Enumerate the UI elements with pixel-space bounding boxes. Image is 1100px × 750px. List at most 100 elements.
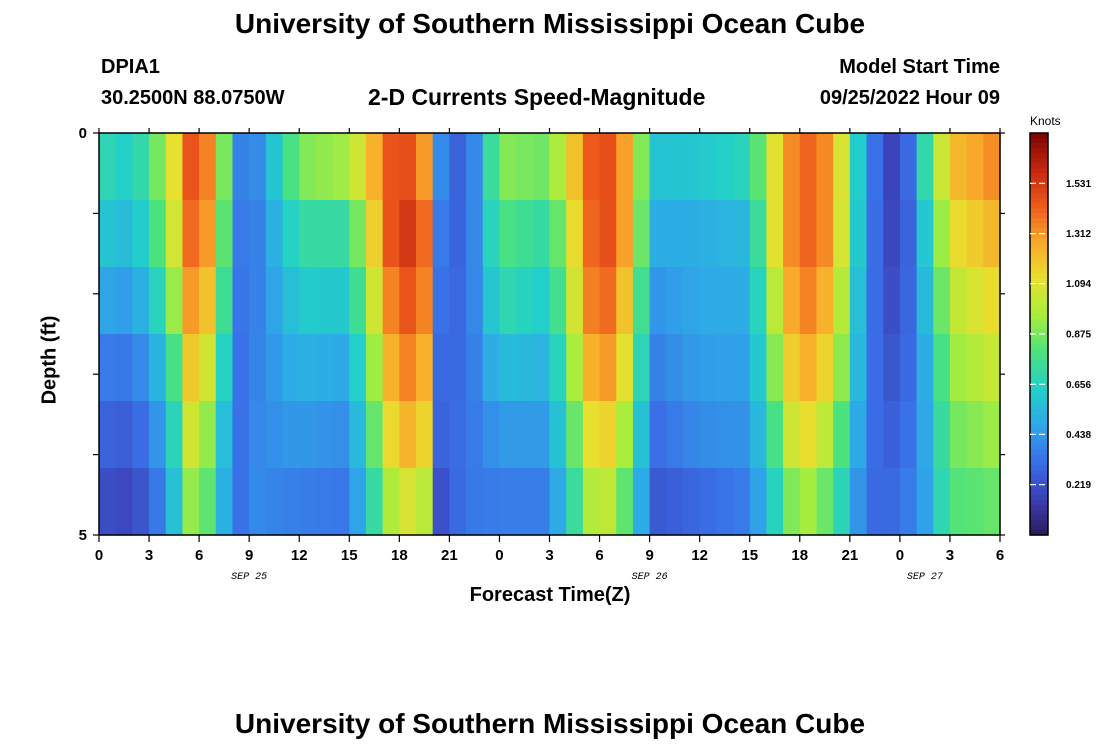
heatmap-cell: [165, 200, 184, 268]
heatmap-cell: [115, 267, 133, 335]
heatmap-cell: [165, 133, 184, 201]
heatmap-cell: [365, 468, 384, 536]
heatmap-cell: [449, 200, 467, 268]
heatmap-cell: [766, 401, 784, 469]
heatmap-cell: [749, 133, 768, 201]
x-tick-label: 15: [341, 547, 358, 564]
heatmap-cell: [599, 334, 617, 402]
heatmap-cell: [983, 334, 1001, 402]
heatmap-cell: [315, 468, 334, 536]
heatmap-cell: [549, 267, 567, 335]
heatmap-cell: [682, 133, 701, 201]
heatmap-cell: [432, 133, 450, 201]
colorbar-segment: [1030, 424, 1048, 431]
heatmap-cell: [849, 133, 868, 201]
heatmap-cell: [949, 267, 968, 335]
heatmap-cell: [232, 334, 250, 402]
heatmap-cell: [749, 334, 768, 402]
heatmap-cell: [682, 267, 701, 335]
colorbar-segment: [1030, 419, 1048, 426]
colorbar-segment: [1030, 524, 1048, 531]
heatmap-cell: [883, 133, 901, 201]
heatmap-cell: [299, 401, 317, 469]
heatmap-cell: [532, 267, 551, 335]
heatmap-cell: [799, 267, 818, 335]
colorbar-segment: [1030, 509, 1048, 516]
heatmap-cell: [466, 200, 484, 268]
heatmap-cell: [115, 133, 133, 201]
heatmap-cell: [365, 334, 384, 402]
colorbar-segment: [1030, 248, 1048, 255]
heatmap-cell: [866, 334, 884, 402]
colorbar-segment: [1030, 198, 1048, 204]
heatmap-cell: [199, 334, 217, 402]
heatmap-cell: [983, 133, 1001, 201]
heatmap-cell: [416, 401, 434, 469]
colorbar-segment: [1030, 293, 1048, 300]
heatmap-cell: [482, 468, 501, 536]
heatmap-cell: [733, 468, 751, 536]
heatmap-cell: [649, 468, 667, 536]
colorbar-segment: [1030, 474, 1048, 481]
heatmap-cell: [733, 401, 751, 469]
colorbar-segment: [1030, 454, 1048, 461]
heatmap-cell: [549, 468, 567, 536]
heatmap-cell: [299, 334, 317, 402]
heatmap-cell: [699, 267, 717, 335]
colorbar-segment: [1030, 359, 1048, 365]
heatmap-cell: [349, 334, 367, 402]
heatmap-cell: [899, 200, 918, 268]
colorbar-segment: [1030, 158, 1048, 164]
page-title: University of Southern Mississippi Ocean…: [234, 8, 866, 39]
heatmap-cell: [365, 200, 384, 268]
heatmap-cell: [149, 133, 167, 201]
heatmap-cell: [482, 401, 501, 469]
heatmap-cell: [866, 133, 884, 201]
heatmap-cell: [182, 133, 200, 201]
heatmap-cell: [733, 133, 751, 201]
heatmap-cell: [833, 200, 851, 268]
heatmap-cell: [916, 133, 934, 201]
colorbar-segment: [1030, 479, 1048, 486]
heatmap-cell: [849, 200, 868, 268]
colorbar-segment: [1030, 323, 1048, 330]
colorbar-segment: [1030, 243, 1048, 250]
heatmap-cell: [416, 334, 434, 402]
heatmap-cell: [215, 200, 234, 268]
heatmap-cell: [516, 267, 534, 335]
colorbar-segment: [1030, 188, 1048, 194]
heatmap-cell: [399, 334, 417, 402]
heatmap-cell: [249, 401, 267, 469]
heatmap-cell: [566, 468, 584, 536]
heatmap-cell: [349, 468, 367, 536]
x-tick-label: 21: [441, 547, 458, 564]
colorbar-segment: [1030, 344, 1048, 350]
heatmap-cell: [699, 133, 717, 201]
heatmap-cell: [916, 267, 934, 335]
heatmap-cell: [332, 334, 350, 402]
colorbar-segment: [1030, 394, 1048, 400]
heatmap-cell: [616, 200, 634, 268]
heatmap-cell: [866, 401, 884, 469]
heatmap-cell: [449, 133, 467, 201]
x-tick-label: 6: [996, 547, 1004, 564]
heatmap-cell: [983, 200, 1001, 268]
heatmap-cell: [582, 401, 601, 469]
heatmap-cell: [933, 200, 951, 268]
heatmap-cell: [599, 200, 617, 268]
heatmap-cell: [816, 468, 834, 536]
heatmap-cell: [849, 468, 868, 536]
heatmap-cell: [933, 401, 951, 469]
colorbar-tick-label: 0.438: [1066, 430, 1091, 441]
heatmap-cell: [599, 468, 617, 536]
heatmap-cell: [666, 401, 684, 469]
heatmap-cell: [249, 200, 267, 268]
heatmap-cell: [699, 468, 717, 536]
heatmap-cell: [616, 401, 634, 469]
heatmap-cell: [532, 200, 551, 268]
heatmap-cell: [182, 468, 200, 536]
heatmap-cell: [432, 468, 450, 536]
colorbar-segment: [1030, 223, 1048, 230]
heatmap-cell: [516, 133, 534, 201]
heatmap-cell: [866, 267, 884, 335]
